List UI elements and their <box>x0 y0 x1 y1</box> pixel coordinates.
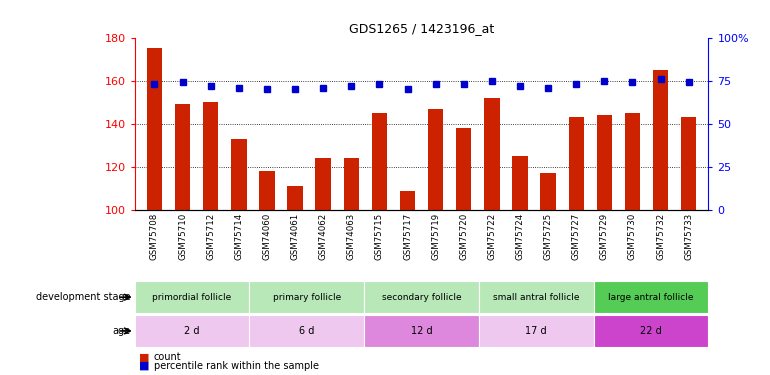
Bar <box>541 173 556 210</box>
Bar <box>175 104 190 210</box>
Text: small antral follicle: small antral follicle <box>493 292 580 302</box>
Bar <box>364 315 479 347</box>
Text: GSM75729: GSM75729 <box>600 213 609 260</box>
Text: GSM75715: GSM75715 <box>375 213 384 260</box>
Bar <box>249 281 364 313</box>
Bar <box>259 171 275 210</box>
Text: primordial follicle: primordial follicle <box>152 292 232 302</box>
Bar <box>364 281 479 313</box>
Text: count: count <box>154 352 182 362</box>
Bar <box>597 115 612 210</box>
Text: GSM75720: GSM75720 <box>459 213 468 260</box>
Text: GSM74061: GSM74061 <box>290 213 300 260</box>
Text: GSM74062: GSM74062 <box>319 213 328 260</box>
Bar <box>316 158 331 210</box>
Bar <box>343 158 359 210</box>
Text: GSM75714: GSM75714 <box>234 213 243 260</box>
Text: GSM75719: GSM75719 <box>431 213 440 260</box>
Text: GSM75732: GSM75732 <box>656 213 665 260</box>
Bar <box>484 98 500 210</box>
Bar <box>594 281 708 313</box>
Text: development stage: development stage <box>36 292 131 302</box>
Bar <box>512 156 527 210</box>
Bar <box>135 281 249 313</box>
Bar <box>653 70 668 210</box>
Text: 2 d: 2 d <box>184 326 200 336</box>
Text: GSM75708: GSM75708 <box>150 213 159 260</box>
Bar <box>372 113 387 210</box>
Text: primary follicle: primary follicle <box>273 292 341 302</box>
Text: GSM75725: GSM75725 <box>544 213 553 260</box>
Bar <box>287 186 303 210</box>
Text: large antral follicle: large antral follicle <box>608 292 694 302</box>
Text: 22 d: 22 d <box>640 326 662 336</box>
Text: GSM75733: GSM75733 <box>685 213 693 260</box>
Text: ■: ■ <box>139 352 149 362</box>
Text: 17 d: 17 d <box>525 326 547 336</box>
Bar <box>135 315 249 347</box>
Text: GSM74063: GSM74063 <box>346 213 356 260</box>
Text: GSM75710: GSM75710 <box>178 213 187 260</box>
Text: secondary follicle: secondary follicle <box>382 292 461 302</box>
Bar <box>147 48 162 210</box>
Text: percentile rank within the sample: percentile rank within the sample <box>154 361 319 370</box>
Bar <box>568 117 584 210</box>
Text: ■: ■ <box>139 361 149 370</box>
Text: GSM75724: GSM75724 <box>515 213 524 260</box>
Bar <box>249 315 364 347</box>
Bar <box>231 139 246 210</box>
Bar <box>681 117 696 210</box>
Bar <box>428 109 444 210</box>
Text: GSM75712: GSM75712 <box>206 213 215 260</box>
Bar <box>594 315 708 347</box>
Text: GSM75717: GSM75717 <box>403 213 412 260</box>
Text: GSM74060: GSM74060 <box>263 213 271 260</box>
Bar <box>400 190 415 210</box>
Bar <box>479 281 594 313</box>
Bar <box>479 315 594 347</box>
Text: GSM75730: GSM75730 <box>628 213 637 260</box>
Bar <box>456 128 471 210</box>
Bar <box>624 113 640 210</box>
Text: GSM75722: GSM75722 <box>487 213 497 260</box>
Text: 6 d: 6 d <box>300 326 314 336</box>
Text: age: age <box>112 326 131 336</box>
Text: 12 d: 12 d <box>410 326 433 336</box>
Text: GSM75727: GSM75727 <box>572 213 581 260</box>
Title: GDS1265 / 1423196_at: GDS1265 / 1423196_at <box>349 22 494 35</box>
Bar <box>203 102 219 210</box>
